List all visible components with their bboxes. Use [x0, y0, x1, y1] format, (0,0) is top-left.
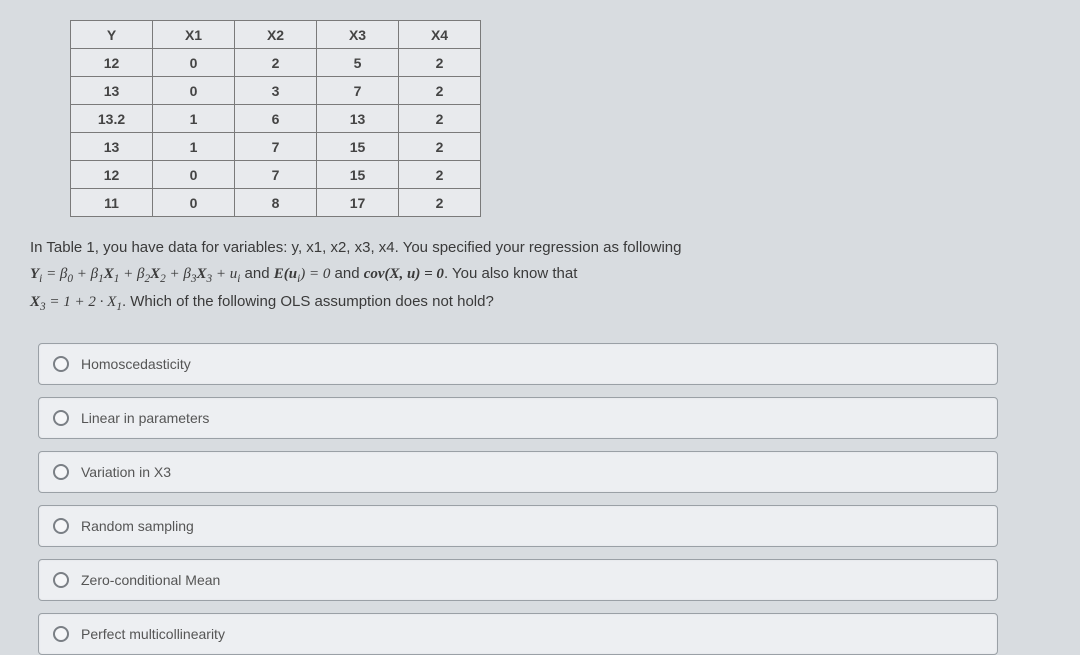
table-cell: 2	[399, 133, 481, 161]
table-cell: 0	[153, 161, 235, 189]
table-cell: 2	[399, 161, 481, 189]
eu-close: ) = 0	[300, 266, 330, 282]
option-label: Perfect multicollinearity	[81, 626, 225, 642]
table-cell: 13.2	[71, 105, 153, 133]
table-row: 13 0 3 7 2	[71, 77, 481, 105]
also: . You also know that	[444, 265, 577, 282]
and2: and	[330, 265, 363, 282]
option-variation-x3[interactable]: Variation in X3	[38, 451, 998, 493]
table-header: X3	[317, 21, 399, 49]
and1: and	[240, 265, 273, 282]
table-header: X2	[235, 21, 317, 49]
line3-eq: = 1 + 2 · X	[46, 294, 117, 310]
eq-x3: X	[196, 266, 206, 282]
eq-p1: + β	[73, 266, 98, 282]
table-cell: 12	[71, 161, 153, 189]
option-perfect-multicollinearity[interactable]: Perfect multicollinearity	[38, 613, 998, 655]
options-list: Homoscedasticity Linear in parameters Va…	[38, 343, 1050, 655]
option-zero-conditional-mean[interactable]: Zero-conditional Mean	[38, 559, 998, 601]
table-cell: 3	[235, 77, 317, 105]
table-cell: 2	[235, 49, 317, 77]
question-text: In Table 1, you have data for variables:…	[30, 235, 1010, 317]
table-row: 12 0 7 15 2	[71, 161, 481, 189]
table-header: Y	[71, 21, 153, 49]
table-cell: 5	[317, 49, 399, 77]
radio-icon	[53, 410, 69, 426]
radio-icon	[53, 518, 69, 534]
option-homoscedasticity[interactable]: Homoscedasticity	[38, 343, 998, 385]
option-label: Zero-conditional Mean	[81, 572, 220, 588]
option-label: Random sampling	[81, 518, 194, 534]
radio-icon	[53, 356, 69, 372]
table-cell: 0	[153, 189, 235, 217]
table-cell: 1	[153, 133, 235, 161]
table-cell: 7	[235, 133, 317, 161]
eq-x1: X	[104, 266, 114, 282]
question-line1: In Table 1, you have data for variables:…	[30, 239, 682, 256]
eu: E(u	[274, 266, 297, 282]
option-label: Homoscedasticity	[81, 356, 191, 372]
table-cell: 15	[317, 133, 399, 161]
table-cell: 13	[71, 133, 153, 161]
table-row: 13 1 7 15 2	[71, 133, 481, 161]
eq-p3: + β	[166, 266, 191, 282]
table-cell: 2	[399, 105, 481, 133]
table-cell: 6	[235, 105, 317, 133]
table-cell: 2	[399, 77, 481, 105]
cov: cov(X, u) = 0	[364, 266, 444, 282]
eq-x2: X	[150, 266, 160, 282]
radio-icon	[53, 626, 69, 642]
table-cell: 13	[71, 77, 153, 105]
option-linear-parameters[interactable]: Linear in parameters	[38, 397, 998, 439]
table-header: X1	[153, 21, 235, 49]
table-row: 11 0 8 17 2	[71, 189, 481, 217]
table-cell: 8	[235, 189, 317, 217]
table-cell: 0	[153, 49, 235, 77]
table-row: 12 0 2 5 2	[71, 49, 481, 77]
radio-icon	[53, 572, 69, 588]
line3-rest: . Which of the following OLS assumption …	[122, 293, 494, 310]
table-cell: 7	[235, 161, 317, 189]
table-cell: 11	[71, 189, 153, 217]
table-cell: 2	[399, 49, 481, 77]
option-label: Linear in parameters	[81, 410, 209, 426]
eq-eq: = β	[42, 266, 67, 282]
option-random-sampling[interactable]: Random sampling	[38, 505, 998, 547]
table-cell: 12	[71, 49, 153, 77]
eq-p2: + β	[119, 266, 144, 282]
table-cell: 17	[317, 189, 399, 217]
option-label: Variation in X3	[81, 464, 171, 480]
table-cell: 2	[399, 189, 481, 217]
data-table: Y X1 X2 X3 X4 12 0 2 5 2 13 0 3 7 2 13.2…	[70, 20, 481, 217]
table-header: X4	[399, 21, 481, 49]
table-cell: 15	[317, 161, 399, 189]
eq-y: Y	[30, 266, 39, 282]
table-cell: 1	[153, 105, 235, 133]
line3-x: X	[30, 294, 40, 310]
table-cell: 13	[317, 105, 399, 133]
table-row: 13.2 1 6 13 2	[71, 105, 481, 133]
table-cell: 0	[153, 77, 235, 105]
table-cell: 7	[317, 77, 399, 105]
eq-u: + u	[212, 266, 237, 282]
radio-icon	[53, 464, 69, 480]
